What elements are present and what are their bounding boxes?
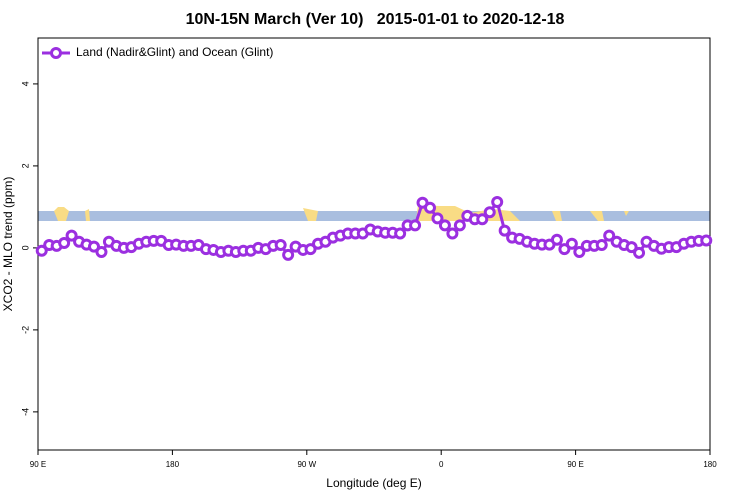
data-point [498, 224, 511, 237]
land-patch [552, 211, 562, 221]
x-tick-label: 180 [703, 460, 717, 469]
data-point [431, 212, 444, 225]
legend-label: Land (Nadir&Glint) and Ocean (Glint) [76, 45, 273, 59]
data-point [565, 237, 578, 250]
legend: Land (Nadir&Glint) and Ocean (Glint) [42, 45, 273, 59]
data-point [95, 245, 108, 258]
y-tick-label: 2 [20, 163, 30, 168]
x-axis-label: Longitude (deg E) [326, 476, 421, 490]
y-tick-label: 0 [20, 245, 30, 250]
data-point [453, 219, 466, 232]
x-tick-label: 90 W [297, 460, 316, 469]
data-point [446, 227, 459, 240]
y-tick-label: -2 [20, 326, 30, 334]
land-patch [590, 211, 604, 221]
data-point [282, 248, 295, 261]
land-ocean-mask [38, 205, 710, 221]
data-point [483, 206, 496, 219]
data-point [304, 243, 317, 256]
chart-title: 10N-15N March (Ver 10) 2015-01-01 to 202… [186, 11, 565, 28]
x-tick-label: 0 [439, 460, 444, 469]
y-tick-label: -4 [20, 408, 30, 416]
x-tick-label: 90 E [567, 460, 583, 469]
data-point [35, 244, 48, 257]
data-point [595, 239, 608, 252]
land-patch [624, 211, 629, 216]
data-point [409, 219, 422, 232]
data-point [274, 239, 287, 252]
x-tick-label: 90 E [30, 460, 46, 469]
data-point [700, 234, 713, 247]
x-tick-label: 180 [166, 460, 180, 469]
y-tick-label: 4 [20, 81, 30, 86]
data-point [476, 213, 489, 226]
data-point [573, 245, 586, 258]
data-point [58, 236, 71, 249]
data-point [394, 227, 407, 240]
land-patch [54, 207, 69, 221]
land-patch [303, 208, 318, 221]
data-point [633, 246, 646, 259]
data-point [88, 240, 100, 253]
data-point [603, 229, 616, 242]
ocean-band [38, 211, 710, 221]
land-patch [85, 209, 90, 221]
data-point [558, 243, 571, 256]
data-point [550, 233, 563, 246]
data-point [491, 195, 504, 208]
data-point [424, 201, 436, 214]
legend-marker [50, 47, 62, 59]
data-point [65, 229, 78, 242]
y-axis-label: XCO2 - MLO trend (ppm) [1, 177, 15, 312]
data-point [438, 219, 451, 232]
data-point [625, 241, 638, 254]
